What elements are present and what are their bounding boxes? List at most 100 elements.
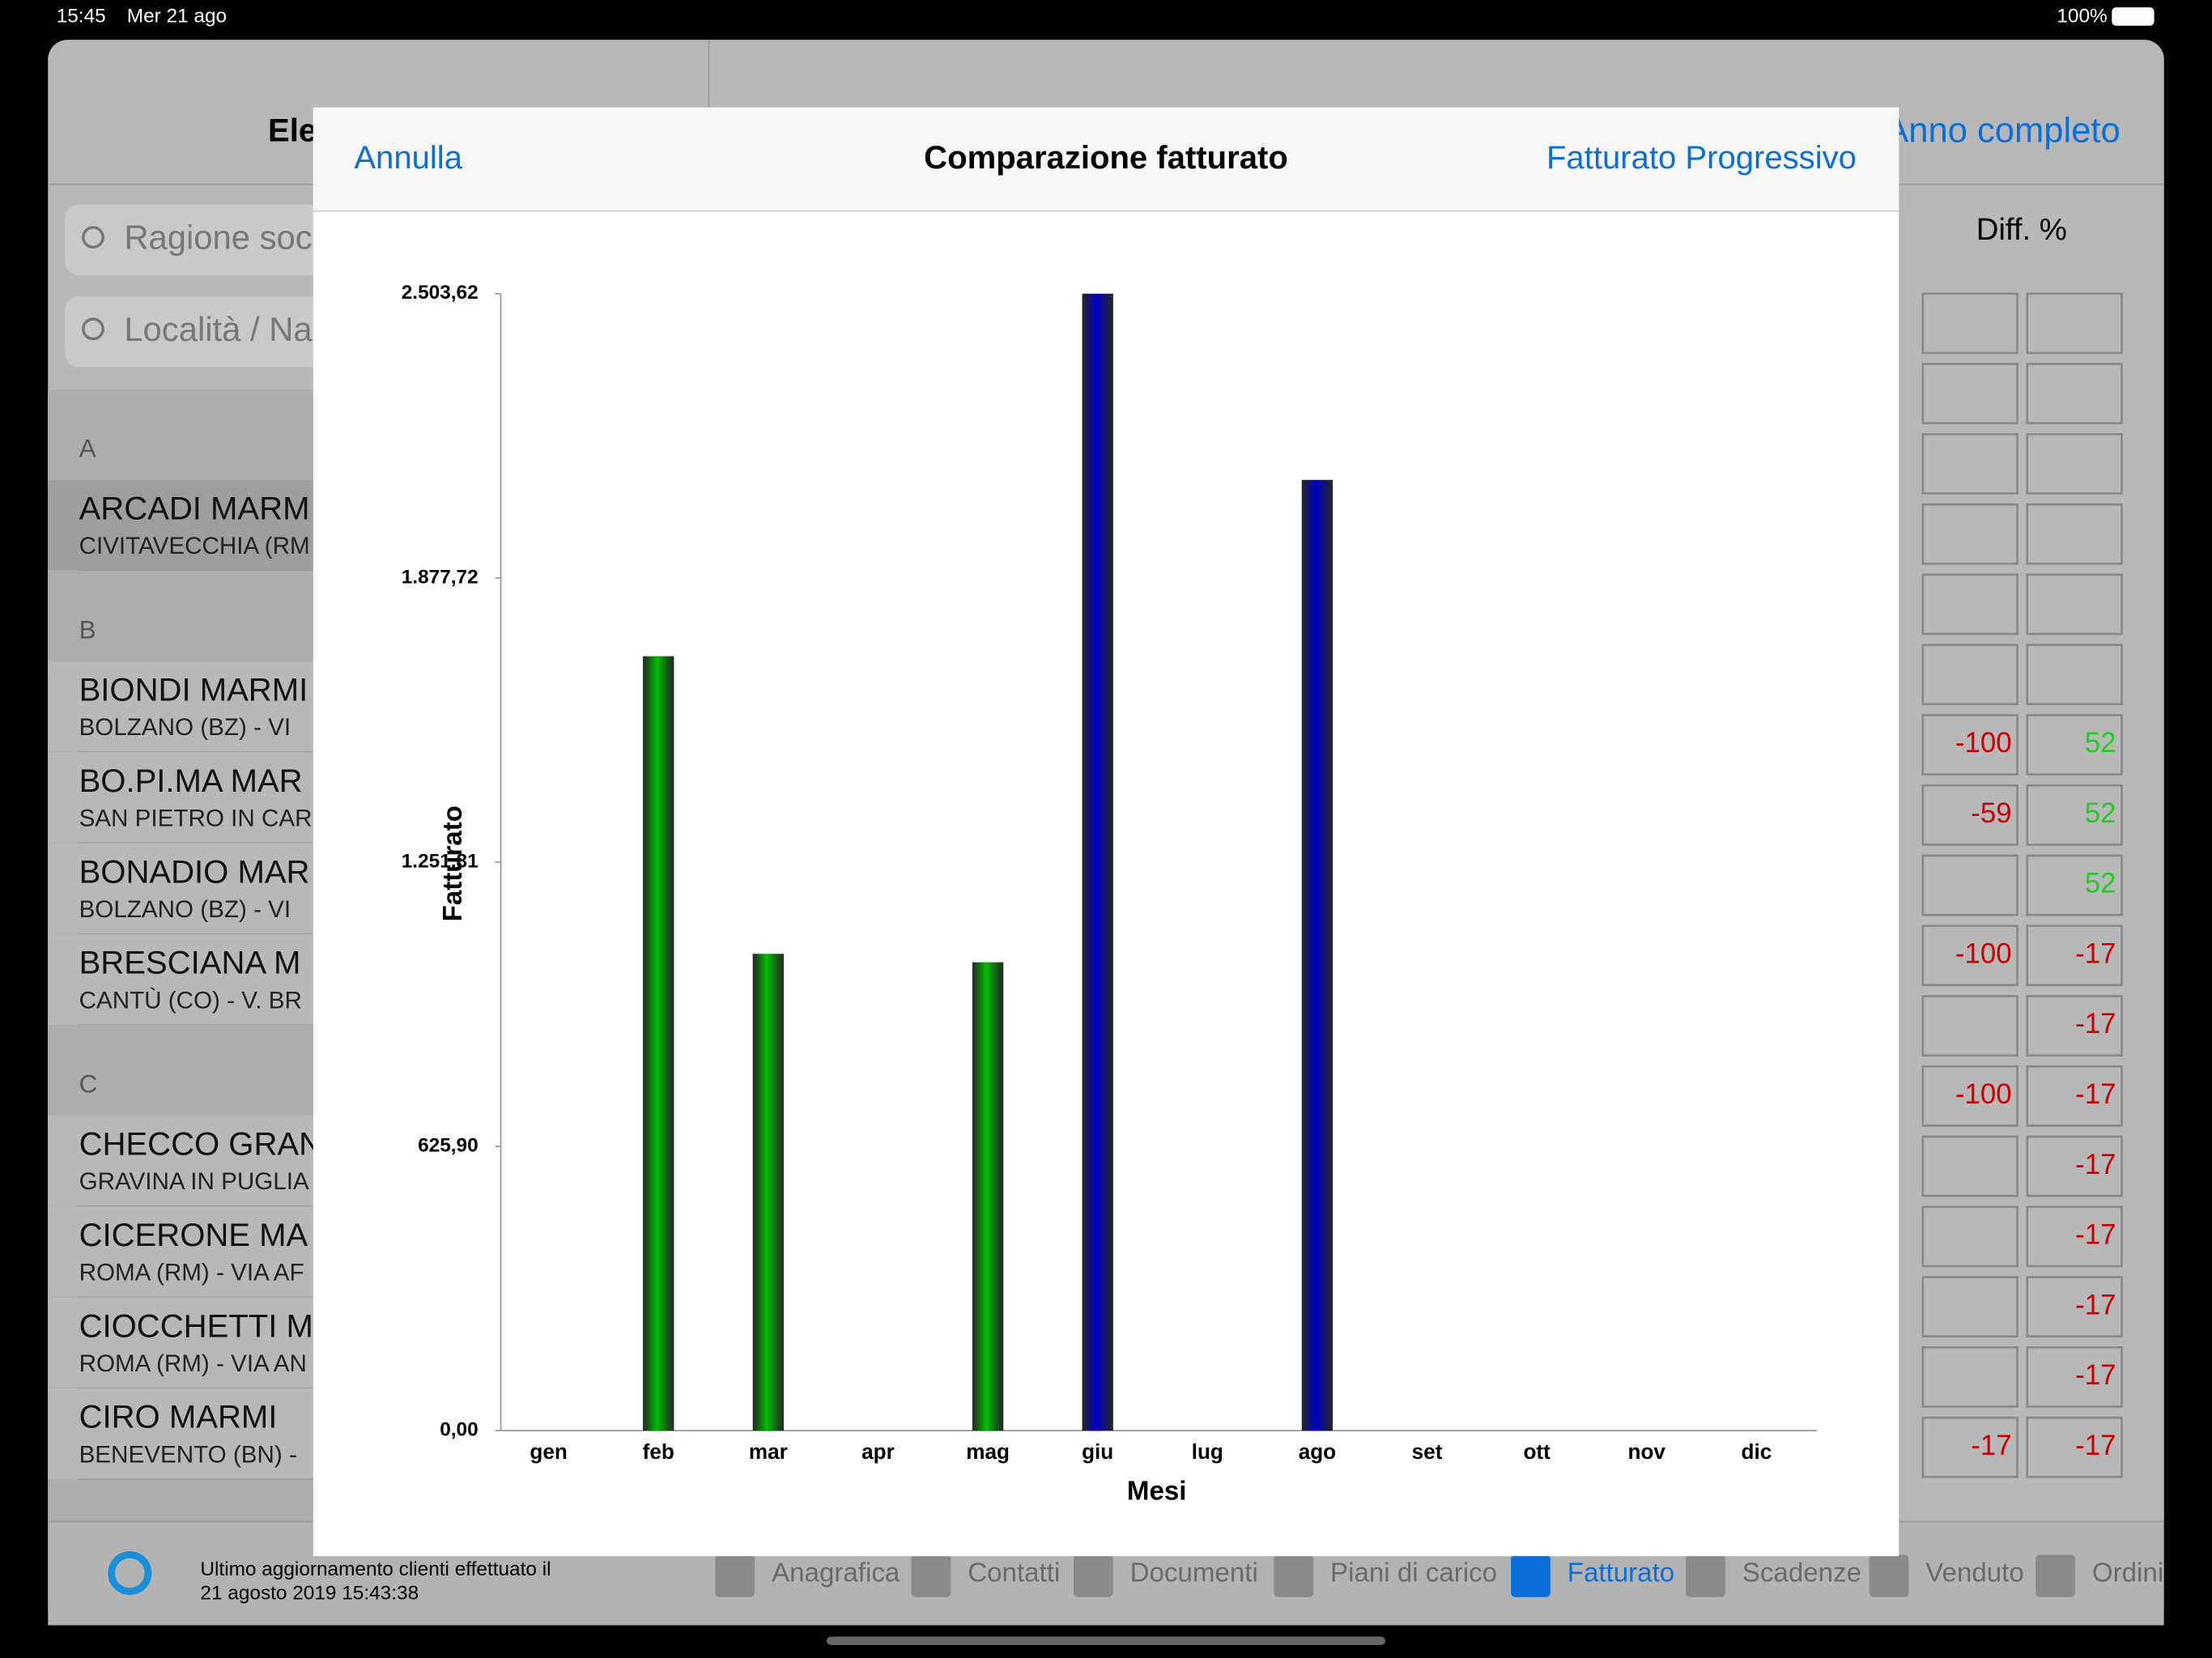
tab-label[interactable]: Fatturato <box>1568 1558 1674 1588</box>
sync-icon[interactable] <box>108 1551 152 1596</box>
cell <box>1921 363 2018 425</box>
cell <box>2026 925 2123 987</box>
client-name: ARCADI MARM <box>79 491 310 527</box>
tab-icon <box>1073 1554 1113 1597</box>
edge-mask <box>2163 1520 2212 1626</box>
x-tick-label: mag <box>966 1439 1010 1464</box>
client-detail: BOLZANO (BZ) - VI <box>79 714 291 741</box>
tab-label[interactable]: Contatti <box>968 1558 1060 1588</box>
period[interactable]: Anno completo <box>1885 112 2121 151</box>
cell <box>2026 714 2123 776</box>
cell <box>1921 292 2018 355</box>
diff-value: -17 <box>2075 937 2116 969</box>
cell <box>2026 503 2123 565</box>
cell <box>1921 644 2018 706</box>
tab-label[interactable]: Ordini <box>2092 1558 2163 1588</box>
client-name: BRESCIANA M <box>79 946 301 981</box>
x-tick-label: lug <box>1192 1439 1223 1464</box>
client-detail: SAN PIETRO IN CAR <box>79 806 313 832</box>
cell <box>2026 1346 2123 1408</box>
tab-label[interactable]: Anagrafica <box>772 1558 900 1588</box>
diff-value: 52 <box>2085 868 2116 899</box>
diff-value: -17 <box>2075 1430 2116 1461</box>
client-name: BO.PI.MA MAR <box>79 763 303 799</box>
cell <box>1921 714 2018 776</box>
cell <box>1921 1416 2018 1478</box>
cell <box>2026 1135 2123 1197</box>
client-name: BONADIO MAR <box>79 854 310 890</box>
tab-label[interactable]: Scadenze <box>1742 1558 1861 1588</box>
x-tick-label: ott <box>1523 1439 1551 1464</box>
cancel-button[interactable]: Annulla <box>354 140 462 176</box>
cell <box>1921 1065 2018 1127</box>
x-tick-label: set <box>1412 1439 1443 1464</box>
cell <box>1921 573 2018 636</box>
cell <box>1921 433 2018 495</box>
diff-value: -17 <box>2075 1289 2116 1320</box>
bar <box>1082 293 1113 1431</box>
client-name: CIRO MARMI <box>79 1400 278 1435</box>
x-tick-label: gen <box>530 1439 567 1464</box>
cell <box>1921 1135 2018 1197</box>
modal-layer: Annulla Comparazione fatturato Fatturato P… <box>354 140 1857 1507</box>
status-time: 15:45 <box>57 6 106 28</box>
section-letter: B <box>79 615 96 644</box>
client-name: CHECCO GRAN <box>79 1127 323 1163</box>
cell <box>1921 854 2018 916</box>
client-detail: ROMA (RM) - VIA AN <box>79 1350 307 1377</box>
cell <box>2026 784 2123 846</box>
tab-label[interactable]: Documenti <box>1130 1558 1258 1588</box>
diff-value: 52 <box>2085 797 2116 829</box>
tab-icon <box>1869 1554 1909 1597</box>
cell <box>2026 644 2123 706</box>
diff-value: -17 <box>2075 1359 2116 1391</box>
search-placeholder[interactable]: Ragione soc <box>124 219 312 257</box>
cell <box>1921 503 2018 565</box>
cell <box>1921 1205 2018 1268</box>
cell <box>2026 573 2123 636</box>
tab-icon <box>715 1554 755 1597</box>
cell <box>1921 1346 2018 1408</box>
y-tick-label: 2.503,62 <box>402 282 479 304</box>
x-tick-label: apr <box>861 1439 895 1464</box>
x-tick-label: dic <box>1741 1439 1772 1464</box>
bar <box>752 954 785 1431</box>
column-header: Diff. % <box>1976 212 2067 247</box>
client-detail: CANTÙ (CO) - V. BR <box>79 987 302 1014</box>
y-axis-label: Fatturato <box>438 806 468 921</box>
search-placeholder[interactable]: Località / Na <box>124 310 313 348</box>
cell <box>2026 1065 2123 1127</box>
tab-icon <box>2035 1554 2075 1597</box>
cell <box>2026 854 2123 916</box>
battery-icon <box>2112 7 2155 26</box>
home-indicator <box>827 1636 1385 1645</box>
diff-value: -17 <box>2075 1008 2116 1039</box>
search-icon <box>82 317 104 341</box>
client-name: CICERONE MA <box>79 1218 308 1253</box>
client-detail: GRAVINA IN PUGLIA <box>79 1168 309 1195</box>
diff-value: -59 <box>1971 797 2011 829</box>
client-detail: BENEVENTO (BN) - <box>79 1441 297 1468</box>
action-button[interactable]: Fatturato Progressivo <box>1546 140 1857 176</box>
search-icon <box>82 226 104 249</box>
cell <box>2026 1276 2123 1338</box>
x-tick-label: feb <box>643 1439 674 1464</box>
x-tick-label: nov <box>1628 1439 1666 1464</box>
cell <box>2026 1416 2123 1478</box>
client-detail: CIVITAVECCHIA (RM <box>79 533 310 559</box>
diff-value: -17 <box>2075 1219 2116 1251</box>
x-tick-label: mar <box>749 1439 788 1464</box>
cell <box>2026 995 2123 1056</box>
tab-label[interactable]: Venduto <box>1925 1558 2023 1588</box>
section-letter: A <box>79 434 96 462</box>
modal-header-line <box>313 210 1899 212</box>
tab-label[interactable]: Piani di carico <box>1330 1558 1497 1588</box>
cell <box>2026 292 2123 355</box>
tab-icon <box>1511 1554 1551 1597</box>
bar <box>972 962 1004 1431</box>
cell <box>1921 1276 2018 1338</box>
cell <box>1921 784 2018 846</box>
cell <box>2026 363 2123 425</box>
